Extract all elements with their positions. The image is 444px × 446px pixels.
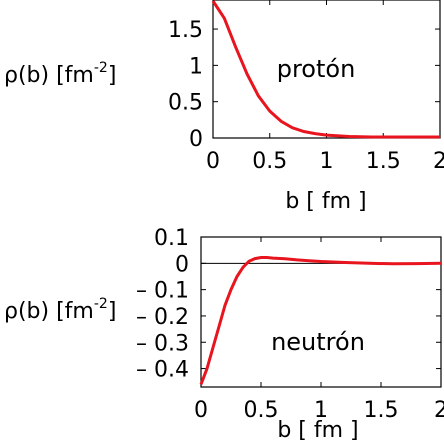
proton-y-tick-label: 1 [189,54,203,79]
proton-x-tick-label: 0.5 [252,149,287,174]
neutron-x-tick-label: 1 [314,398,328,423]
proton-y-tick-label: 0.5 [168,91,203,116]
proton-y-axis-label: ρ(b) [fm-2] [4,60,116,88]
neutron-plot-frame [200,236,442,388]
neutron-series-line [199,256,442,385]
neutron-x-ticks: 0 0.5 1 1.5 2 [194,237,444,423]
neutron-chart: 0.10– 0.1– 0.2– 0.3– 0.4 0 0.5 1 1.5 2 ρ(b) … [4,226,444,443]
neutron-x-tick-label: 0 [194,398,208,423]
neutron-y-axis-label: ρ(b) [fm-2] [4,296,116,324]
proton-x-tick-label: 2 [433,149,444,174]
neutron-y-tick-label: – 0.2 [136,305,189,330]
proton-x-tick-label: 0 [206,149,220,174]
proton-x-axis-label: b [ fm ] [285,189,366,214]
proton-y-tick-label: 1.5 [168,18,203,43]
neutron-annotation: neutrón [271,328,365,356]
proton-annotation: protón [277,55,356,83]
proton-series-line [211,0,440,139]
neutron-y-ticks: 0.10– 0.1– 0.2– 0.3– 0.4 [136,226,441,383]
neutron-y-tick-label: – 0.3 [136,331,189,356]
proton-x-tick-label: 1.5 [366,149,401,174]
neutron-y-tick-label: 0 [175,252,189,277]
neutron-x-tick-label: 0.5 [244,398,279,423]
proton-y-ticks: 0 0.5 1 1.5 [168,18,440,152]
neutron-y-tick-label: 0.1 [154,226,189,251]
proton-chart: 00.511.5 0 0.5 1 1.5 2 ρ(b) [fm-2] b [ fm ] … [4,0,444,214]
proton-x-tick-label: 1 [320,149,334,174]
neutron-x-axis-label: b [ fm ] [277,418,358,443]
proton-y-tick-label: 0 [189,127,203,152]
neutron-y-tick-label: – 0.1 [136,279,189,304]
proton-x-ticks: 0 0.5 1 1.5 2 [206,0,444,174]
neutron-x-tick-label: 2 [434,398,444,423]
neutron-x-tick-label: 1.5 [364,398,399,423]
neutron-y-tick-label: – 0.4 [136,358,189,383]
